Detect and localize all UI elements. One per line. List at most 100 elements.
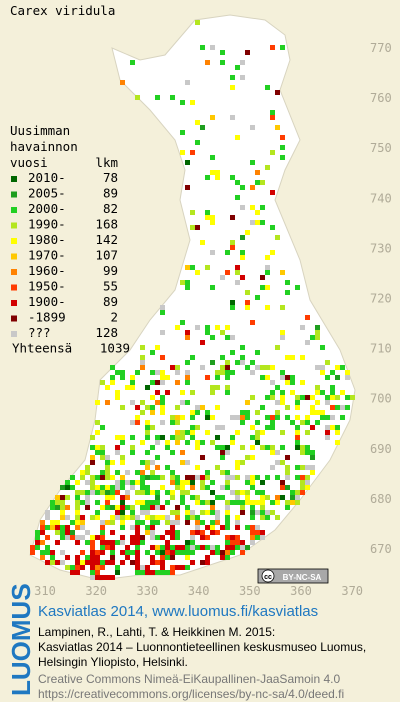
grid-square bbox=[240, 255, 245, 260]
grid-square bbox=[295, 490, 300, 495]
grid-square bbox=[260, 405, 265, 410]
grid-square bbox=[305, 475, 310, 480]
legend-label: -1899 bbox=[28, 310, 66, 325]
grid-square bbox=[265, 265, 270, 270]
grid-square bbox=[220, 485, 225, 490]
legend-count: 99 bbox=[103, 263, 118, 278]
grid-square bbox=[150, 380, 155, 385]
grid-square bbox=[250, 395, 255, 400]
grid-square bbox=[165, 440, 170, 445]
grid-square bbox=[135, 555, 140, 560]
grid-square bbox=[210, 390, 215, 395]
grid-square bbox=[200, 520, 205, 525]
grid-square bbox=[150, 490, 155, 495]
grid-square bbox=[65, 505, 70, 510]
grid-square bbox=[125, 490, 130, 495]
grid-square bbox=[240, 355, 245, 360]
grid-square bbox=[240, 75, 245, 80]
grid-square bbox=[270, 45, 275, 50]
grid-square bbox=[145, 505, 150, 510]
grid-square bbox=[105, 485, 110, 490]
grid-square bbox=[285, 470, 290, 475]
grid-square bbox=[215, 530, 220, 535]
grid-square bbox=[305, 450, 310, 455]
grid-square bbox=[145, 570, 150, 575]
grid-square bbox=[90, 475, 95, 480]
y-tick-label: 760 bbox=[370, 91, 392, 105]
legend-count: 55 bbox=[103, 279, 118, 294]
grid-square bbox=[230, 550, 235, 555]
grid-square bbox=[140, 510, 145, 515]
grid-square bbox=[280, 270, 285, 275]
grid-square bbox=[130, 420, 135, 425]
grid-square bbox=[100, 505, 105, 510]
grid-square bbox=[195, 530, 200, 535]
grid-square bbox=[215, 515, 220, 520]
grid-square bbox=[135, 95, 140, 100]
grid-square bbox=[260, 220, 265, 225]
grid-square bbox=[230, 370, 235, 375]
grid-square bbox=[220, 550, 225, 555]
grid-square bbox=[245, 455, 250, 460]
grid-square bbox=[205, 175, 210, 180]
grid-square bbox=[245, 365, 250, 370]
grid-square bbox=[225, 550, 230, 555]
grid-square bbox=[170, 420, 175, 425]
grid-square bbox=[290, 390, 295, 395]
grid-square bbox=[220, 470, 225, 475]
grid-square bbox=[75, 570, 80, 575]
grid-square bbox=[135, 500, 140, 505]
grid-square bbox=[275, 495, 280, 500]
grid-square bbox=[120, 535, 125, 540]
grid-square bbox=[95, 550, 100, 555]
grid-square bbox=[305, 395, 310, 400]
grid-square bbox=[140, 365, 145, 370]
grid-square bbox=[145, 510, 150, 515]
grid-square bbox=[105, 400, 110, 405]
grid-square bbox=[155, 490, 160, 495]
grid-square bbox=[225, 475, 230, 480]
grid-square bbox=[100, 575, 105, 580]
grid-square bbox=[80, 500, 85, 505]
grid-square bbox=[200, 340, 205, 345]
grid-square bbox=[275, 500, 280, 505]
map-title: Carex viridula bbox=[10, 3, 115, 18]
logo: LUOMUS bbox=[6, 583, 36, 696]
grid-square bbox=[320, 370, 325, 375]
grid-square bbox=[260, 515, 265, 520]
grid-square bbox=[150, 535, 155, 540]
grid-square bbox=[285, 280, 290, 285]
grid-square bbox=[260, 510, 265, 515]
grid-square bbox=[40, 550, 45, 555]
grid-square bbox=[135, 560, 140, 565]
grid-square bbox=[35, 530, 40, 535]
grid-square bbox=[215, 435, 220, 440]
grid-square bbox=[145, 465, 150, 470]
grid-square bbox=[220, 555, 225, 560]
grid-square bbox=[250, 540, 255, 545]
grid-square bbox=[280, 135, 285, 140]
grid-square bbox=[220, 495, 225, 500]
grid-square bbox=[80, 470, 85, 475]
grid-square bbox=[285, 405, 290, 410]
grid-square bbox=[150, 525, 155, 530]
grid-square bbox=[230, 540, 235, 545]
grid-square bbox=[180, 490, 185, 495]
grid-square bbox=[275, 475, 280, 480]
grid-square bbox=[295, 285, 300, 290]
grid-square bbox=[295, 465, 300, 470]
grid-square bbox=[305, 420, 310, 425]
grid-square bbox=[225, 535, 230, 540]
grid-square bbox=[110, 560, 115, 565]
grid-square bbox=[105, 470, 110, 475]
grid-square bbox=[180, 415, 185, 420]
grid-square bbox=[255, 440, 260, 445]
grid-square bbox=[205, 325, 210, 330]
grid-square bbox=[100, 545, 105, 550]
grid-square bbox=[200, 545, 205, 550]
grid-square bbox=[115, 450, 120, 455]
grid-square bbox=[110, 460, 115, 465]
grid-square bbox=[265, 270, 270, 275]
grid-square bbox=[215, 545, 220, 550]
grid-square bbox=[340, 415, 345, 420]
